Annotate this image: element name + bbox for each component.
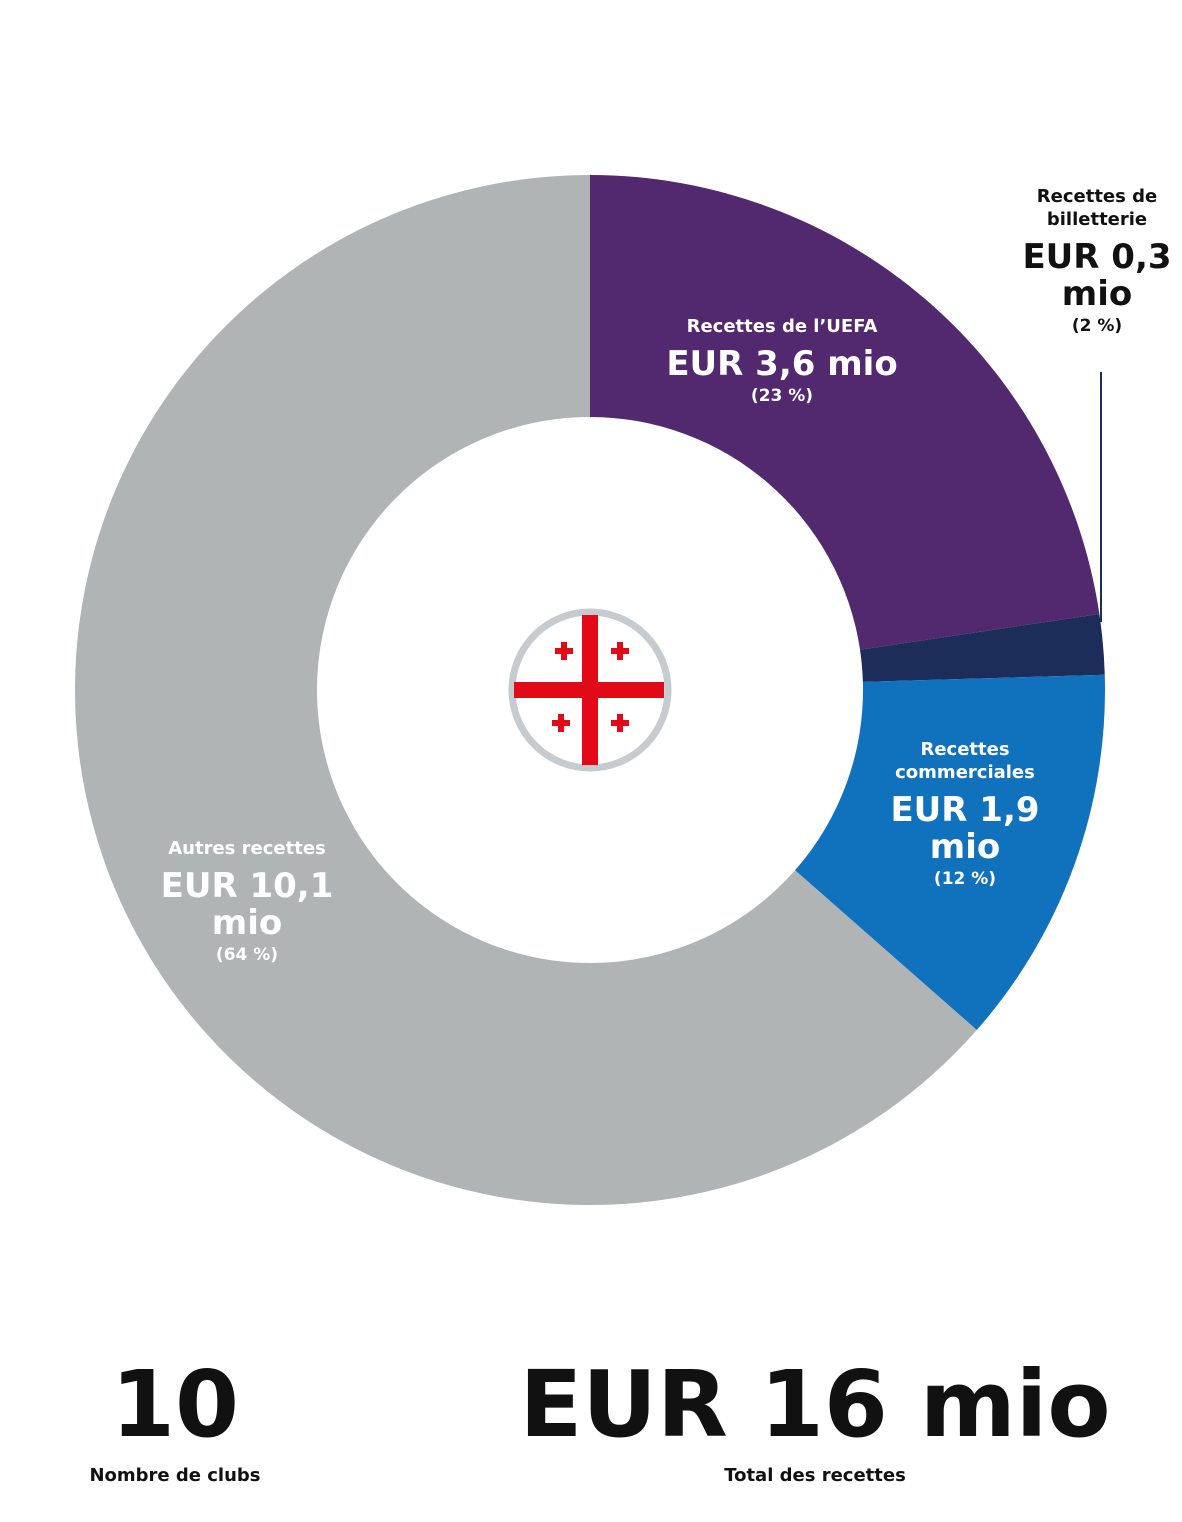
slice-label: Recettes commerciales EUR 1,9 mio (12 %) <box>880 738 1050 890</box>
category-label: Recettes commerciales <box>895 739 1035 783</box>
share-label: (23 %) <box>750 386 814 406</box>
clubs-value: 10 <box>110 1351 240 1458</box>
value-label: EUR 10,1 mio <box>160 866 334 943</box>
value-label: EUR 3,6 mio <box>666 344 898 384</box>
share-label: (12 %) <box>933 869 997 889</box>
share-label: (2 %) <box>1071 316 1123 336</box>
donut-slice <box>860 613 1105 682</box>
donut-slice <box>75 175 977 1205</box>
donut-slice <box>795 674 1105 1031</box>
share-label: (64 %) <box>215 945 279 965</box>
slice-label: Autres recettes EUR 10,1 mio (64 %) <box>152 837 342 966</box>
donut-slice <box>590 175 1100 650</box>
value-label: EUR 1,9 mio <box>890 790 1040 867</box>
total-label: Total des recettes <box>724 1465 906 1486</box>
flag <box>508 608 672 772</box>
category-label: Recettes de billetterie <box>1036 186 1158 230</box>
slices <box>75 175 1105 1205</box>
category-label: Autres recettes <box>168 838 326 859</box>
clubs-label: Nombre de clubs <box>89 1465 261 1486</box>
slice-label: Recettes de billetterie EUR 0,3 mio (2 %) <box>1022 185 1172 337</box>
total-value: EUR 16 mio <box>519 1351 1111 1458</box>
category-label: Recettes de l’UEFA <box>686 316 878 337</box>
slice-label: Recettes de l’UEFA EUR 3,6 mio (23 %) <box>617 315 947 407</box>
value-label: EUR 0,3 mio <box>1022 237 1172 314</box>
